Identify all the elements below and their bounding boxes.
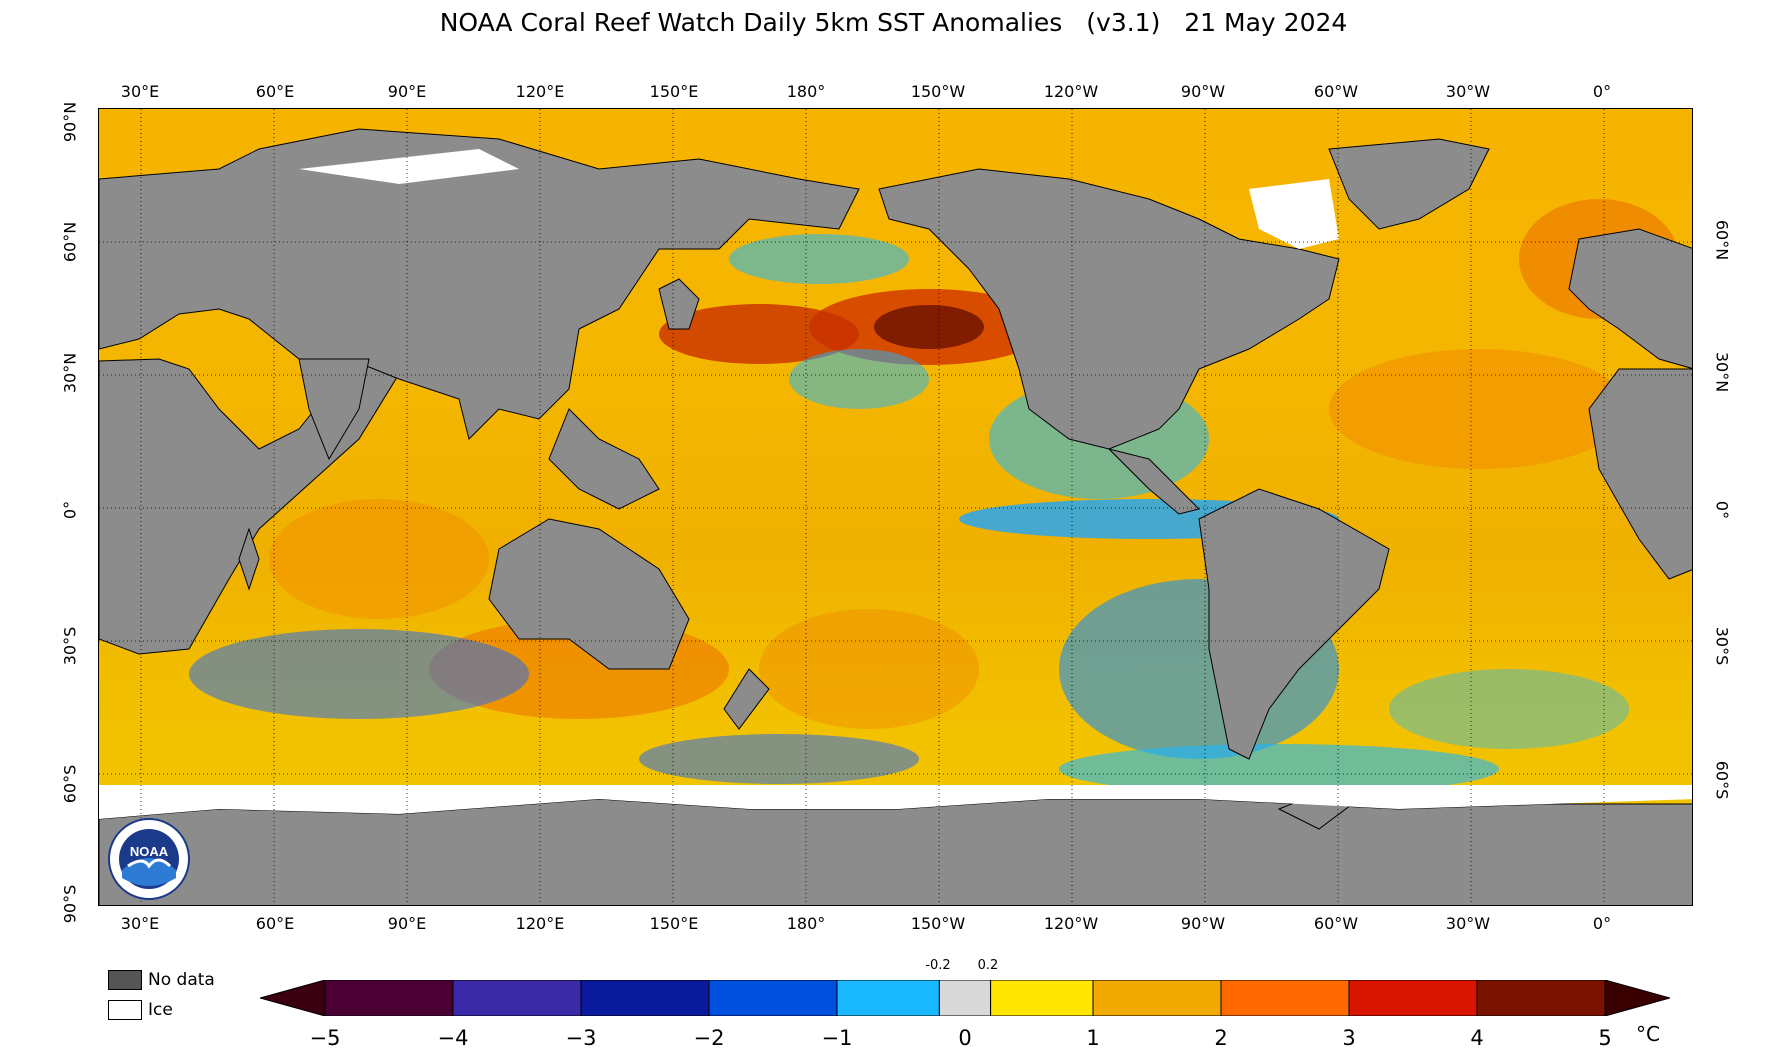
colorbar-arrow-right — [1604, 980, 1670, 1016]
central-america — [1107, 448, 1200, 515]
lon-label-bottom-10: 30°W — [1445, 914, 1491, 933]
colorbar-unit: °C — [1636, 1022, 1660, 1046]
title-date: 21 May 2024 — [1184, 8, 1348, 37]
lat-label-left-2: 30°N — [60, 352, 80, 394]
noaa-logo: NOAA — [108, 818, 190, 900]
japan — [658, 278, 700, 330]
map-svg — [99, 109, 1692, 905]
colorbar-segment-3 — [708, 980, 838, 1016]
new-zealand — [723, 668, 770, 730]
sst-anomaly-map — [98, 108, 1693, 906]
lon-label-top-10: 30°W — [1445, 82, 1491, 101]
colorbar-segment-8 — [1220, 980, 1350, 1016]
colorbar-segment-6 — [990, 980, 1094, 1016]
colorbar-small-tick-neg: -0.2 — [925, 958, 951, 973]
lon-label-top-0: 30°E — [120, 82, 160, 101]
lon-label-top-7: 120°W — [1043, 82, 1099, 101]
ice-swatch — [108, 1000, 142, 1020]
graticule — [99, 109, 1692, 905]
sea-ice — [99, 149, 1692, 819]
title-version: (v3.1) — [1086, 8, 1161, 37]
colorbar-segment-1 — [452, 980, 582, 1016]
colorbar-segment-4 — [836, 980, 940, 1016]
lon-label-top-5: 180° — [786, 82, 826, 101]
colorbar-segment-7 — [1092, 980, 1222, 1016]
lat-label-left-0: 90°N — [60, 101, 80, 143]
ice-label: Ice — [148, 1000, 173, 1020]
colorbar-arrow-left — [260, 980, 326, 1016]
lon-label-top-11: 0° — [1592, 82, 1612, 101]
lat-label-right-2: 0° — [1712, 500, 1732, 520]
lat-label-right-1: 30°N — [1712, 351, 1732, 393]
lon-label-bottom-8: 90°W — [1180, 914, 1226, 933]
colorbar-segment-5 — [938, 980, 992, 1016]
lon-label-bottom-9: 60°W — [1313, 914, 1359, 933]
lon-label-top-6: 150°W — [910, 82, 966, 101]
colorbar-tick-4: −1 — [821, 1026, 853, 1050]
lon-label-bottom-6: 150°W — [910, 914, 966, 933]
lat-label-left-5: 60°S — [60, 764, 80, 804]
colorbar-tick-10: 5 — [1598, 1026, 1612, 1050]
colorbar-segment-2 — [580, 980, 710, 1016]
colorbar-tick-8: 3 — [1342, 1026, 1356, 1050]
lon-label-top-8: 90°W — [1180, 82, 1226, 101]
lon-label-bottom-3: 120°E — [515, 914, 565, 933]
colorbar-small-tick-pos: 0.2 — [977, 958, 999, 973]
lon-label-bottom-4: 150°E — [649, 914, 699, 933]
colorbar-tick-6: 1 — [1086, 1026, 1100, 1050]
title-text: NOAA Coral Reef Watch Daily 5km SST Anom… — [439, 8, 1063, 37]
india — [298, 358, 370, 461]
colorbar-tick-2: −3 — [565, 1026, 597, 1050]
logo-text: NOAA — [130, 844, 169, 859]
colorbar-tick-3: −2 — [693, 1026, 725, 1050]
colorbar-segments — [324, 980, 1606, 1016]
lat-label-left-4: 30°S — [60, 626, 80, 666]
lon-label-bottom-1: 60°E — [255, 914, 295, 933]
south-america — [1198, 488, 1390, 760]
land-masses — [99, 128, 1692, 905]
lon-label-top-3: 120°E — [515, 82, 565, 101]
lon-label-top-4: 150°E — [649, 82, 699, 101]
no-data-label: No data — [148, 970, 215, 990]
colorbar-tick-9: 4 — [1470, 1026, 1484, 1050]
lon-label-bottom-0: 30°E — [120, 914, 160, 933]
colorbar-segment-0 — [324, 980, 454, 1016]
lat-label-right-3: 30°S — [1712, 626, 1732, 666]
lon-label-top-1: 60°E — [255, 82, 295, 101]
lat-label-right-4: 60°S — [1712, 760, 1732, 800]
australia — [488, 518, 690, 670]
lat-label-left-1: 60°N — [60, 221, 80, 263]
west-africa — [1588, 368, 1692, 580]
map-title: NOAA Coral Reef Watch Daily 5km SST Anom… — [0, 8, 1787, 37]
colorbar-tick-5: 0 — [958, 1026, 972, 1050]
lon-label-top-9: 60°W — [1313, 82, 1359, 101]
lat-label-right-0: 60°N — [1712, 219, 1732, 261]
eurasia — [99, 128, 860, 440]
lon-label-bottom-5: 180° — [786, 914, 826, 933]
western-europe — [1568, 228, 1692, 369]
colorbar-segment-9 — [1348, 980, 1478, 1016]
lon-label-bottom-11: 0° — [1592, 914, 1612, 933]
lat-label-left-6: 90°S — [60, 884, 80, 924]
colorbar-tick-0: −5 — [309, 1026, 341, 1050]
lat-label-left-3: 0° — [60, 500, 80, 520]
colorbar-tick-1: −4 — [437, 1026, 469, 1050]
colorbar-tick-7: 2 — [1214, 1026, 1228, 1050]
lon-label-top-2: 90°E — [387, 82, 427, 101]
antarctica — [99, 798, 1692, 905]
madagascar — [238, 527, 260, 591]
lon-label-bottom-7: 120°W — [1043, 914, 1099, 933]
colorbar-segment-10 — [1476, 980, 1606, 1016]
north-america — [878, 168, 1340, 450]
southeast-asia — [548, 408, 660, 510]
colorbar — [260, 980, 1670, 1016]
no-data-swatch — [108, 970, 142, 990]
greenland — [1328, 138, 1490, 230]
lon-label-bottom-2: 90°E — [387, 914, 427, 933]
